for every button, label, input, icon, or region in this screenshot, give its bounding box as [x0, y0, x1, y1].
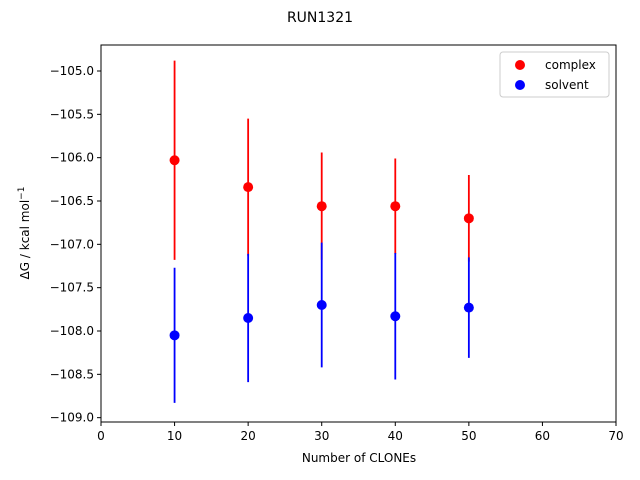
y-axis-label-superscript: −1: [17, 187, 27, 200]
y-axis-label-main: ΔG / kcal mol: [18, 200, 32, 280]
y-axis-label: ΔG / kcal mol−1: [17, 187, 32, 280]
y-tick-label: −105.5: [50, 107, 94, 121]
y-tick-label: −108.0: [50, 324, 94, 338]
x-tick-label: 20: [241, 429, 256, 443]
legend-label-solvent: solvent: [545, 78, 589, 92]
solvent-point: [463, 302, 474, 313]
solvent-point: [243, 313, 254, 323]
x-tick-label: 0: [97, 429, 105, 443]
y-tick-label: −107.5: [50, 281, 94, 295]
complex-point: [390, 201, 401, 212]
plot-marks: [169, 60, 474, 403]
x-tick-label: 10: [167, 429, 182, 443]
solvent-point: [390, 311, 401, 322]
chart-title: RUN1321: [287, 10, 353, 26]
y-tick-label: −106.0: [50, 151, 94, 165]
solvent-point: [316, 300, 327, 310]
x-axis-label: Number of CLONEs: [302, 451, 416, 465]
x-axis: 0 10 20 30 40 50 60 70: [97, 422, 624, 443]
legend-box: [499, 51, 610, 98]
plot-frame: [100, 44, 617, 423]
x-tick-label: 30: [314, 429, 329, 443]
legend-marker-complex: [515, 60, 525, 70]
y-tick-label: −109.0: [50, 411, 94, 425]
complex-point: [169, 155, 180, 166]
x-tick-label: 70: [608, 429, 623, 443]
x-tick-label: 50: [461, 429, 476, 443]
x-tick-label: 40: [388, 429, 403, 443]
y-axis: −105.0 −105.5 −106.0 −106.5 −107.0 −107.5 −108…: [50, 64, 101, 425]
y-tick-label: −108.5: [50, 367, 94, 381]
complex-point: [316, 201, 327, 212]
legend-label-complex: complex: [545, 58, 596, 72]
y-tick-label: −105.0: [50, 64, 94, 78]
y-tick-label: −106.5: [50, 194, 94, 208]
complex-point: [243, 182, 254, 193]
solvent-point: [169, 330, 180, 341]
x-tick-label: 60: [535, 429, 550, 443]
complex-point: [463, 213, 474, 224]
y-tick-label: −107.0: [50, 237, 94, 251]
legend: complex solvent: [499, 51, 610, 98]
legend-marker-solvent: [515, 80, 525, 90]
